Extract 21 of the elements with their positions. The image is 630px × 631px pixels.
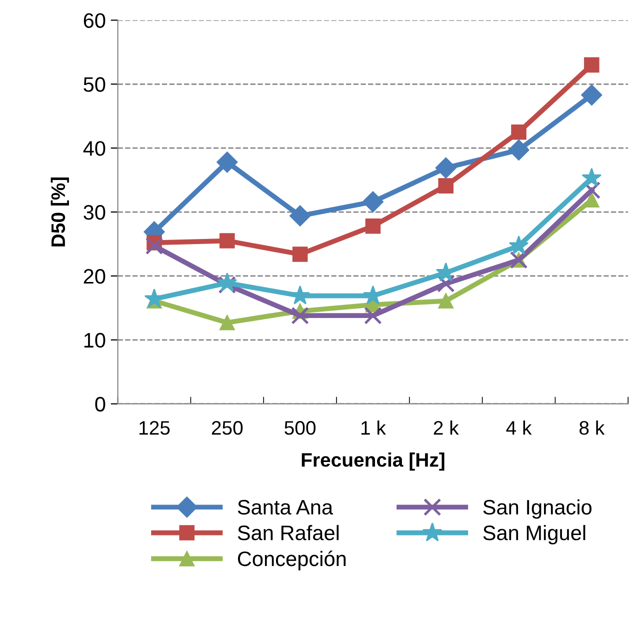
y-tick-label: 10 [84,332,106,348]
x-tick-label: 250 [212,421,243,435]
y-tick-label: 50 [84,77,106,92]
y-tick-label: 0 [95,396,106,412]
x-tick-label: 2 k [434,420,459,435]
y-axis-title: D50 [%] [50,177,69,246]
x-tick-label: 8 k [580,420,605,435]
x-tick-label: 500 [284,421,316,435]
x-axis-title: Frecuencia [Hz] [302,452,444,471]
y-tick-label: 20 [84,268,106,284]
y-tick-label: 40 [83,141,106,156]
legend-label: Santa Ana [238,500,334,515]
y-tick-label: 60 [84,13,106,28]
legend-label: San Rafael [238,524,339,540]
legend-label: Concepción [238,550,346,570]
legend-label: San Miguel [483,524,586,544]
y-tick-label: 30 [84,205,106,220]
legend-label: San Ignacio [483,499,592,519]
x-tick-label: 4 k [506,420,532,435]
x-tick-label: 1 k [361,420,386,435]
x-tick-label: 125 [140,421,170,435]
